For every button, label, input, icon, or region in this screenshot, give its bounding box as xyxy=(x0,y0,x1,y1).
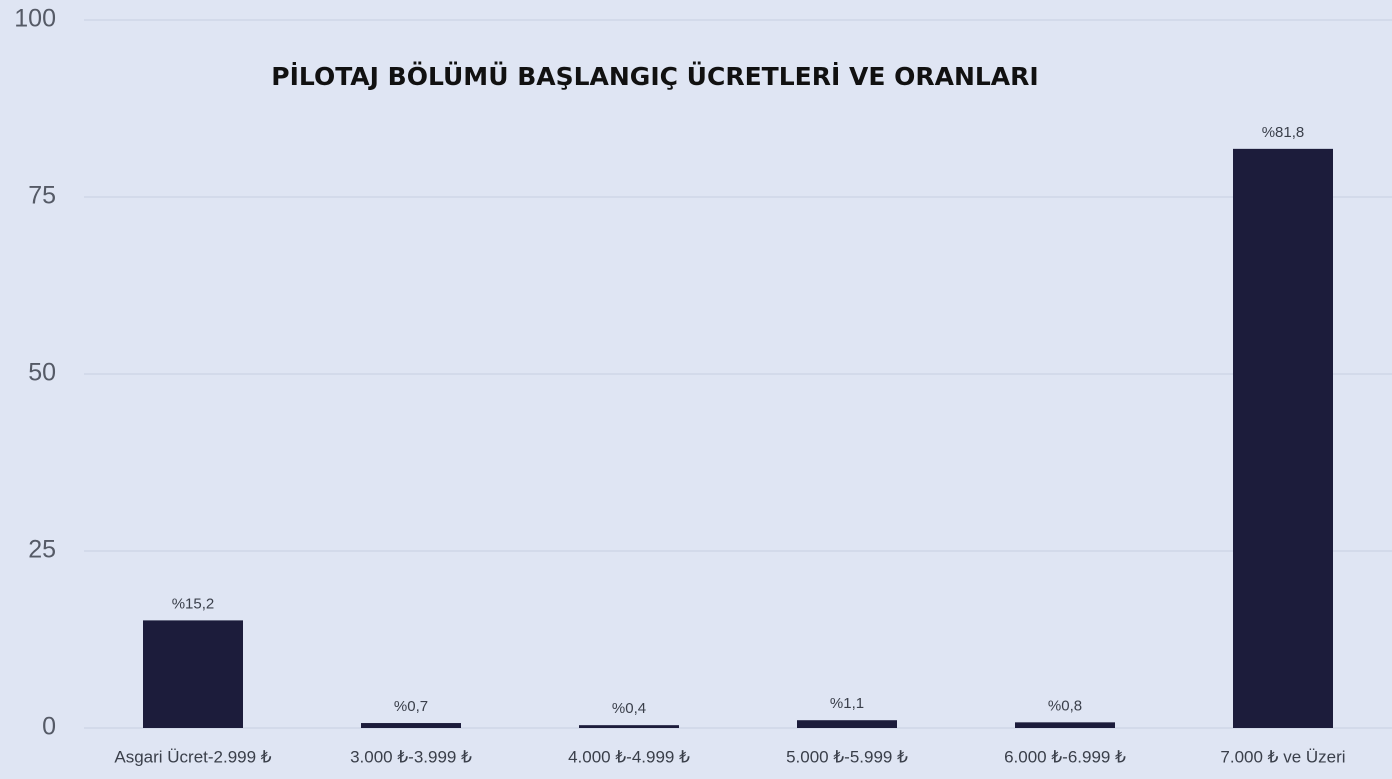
bar xyxy=(797,720,897,728)
data-label: %1,1 xyxy=(830,695,864,712)
bar xyxy=(1015,722,1115,728)
y-tick-label: 0 xyxy=(42,713,56,741)
x-tick-label: 3.000 ₺-3.999 ₺ xyxy=(350,747,472,766)
data-label: %15,2 xyxy=(172,595,215,612)
x-tick-label: 4.000 ₺-4.999 ₺ xyxy=(568,747,690,766)
x-tick-label: 7.000 ₺ ve Üzeri xyxy=(1220,747,1345,766)
bar xyxy=(1233,148,1333,728)
bar xyxy=(579,725,679,728)
x-tick-label: 5.000 ₺-5.999 ₺ xyxy=(786,747,908,766)
x-tick-label: Asgari Ücret-2.999 ₺ xyxy=(114,747,271,766)
y-tick-label: 25 xyxy=(28,536,56,564)
y-tick-label: 50 xyxy=(28,359,56,387)
x-tick-label: 6.000 ₺-6.999 ₺ xyxy=(1004,747,1126,766)
bar xyxy=(361,723,461,728)
y-tick-label: 75 xyxy=(28,182,56,210)
data-label: %0,4 xyxy=(612,700,646,717)
bar xyxy=(143,620,243,728)
data-label: %0,7 xyxy=(394,698,428,715)
y-tick-label: 100 xyxy=(14,5,56,33)
chart-title: PİLOTAJ BÖLÜMÜ BAŞLANGIÇ ÜCRETLERİ VE OR… xyxy=(271,61,1038,91)
data-label: %81,8 xyxy=(1262,124,1305,141)
data-label: %0,8 xyxy=(1048,697,1082,714)
